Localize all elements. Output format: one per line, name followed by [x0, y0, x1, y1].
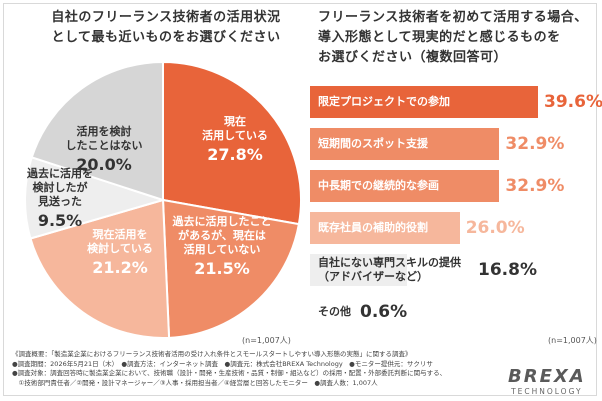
footnote-line: ●調査対象：調査回答時に製造業企業において、技術職（設計・開発・生産技術・品質・…: [12, 369, 447, 377]
pie-slice-name: 過去に活用したこと があるが、現在は 活用していない: [172, 215, 272, 256]
logo-brand: BREXA: [508, 366, 586, 387]
bar-category-label: 短期間のスポット支援: [318, 137, 428, 150]
pie-slice: [30, 60, 164, 202]
right-chart-title: フリーランス技術者を初めて活用する場合、 導入形態として現実的だと感じるものを …: [318, 10, 588, 65]
bar-category-label: 中長期での継続的な参画: [318, 179, 439, 192]
pie-slice-name: 現在活用を 検討している: [87, 228, 153, 255]
bar-value-label: 32.9%: [505, 134, 565, 154]
pie-slice-label: 現在 活用している 27.8%: [180, 115, 290, 165]
bar-value-label: 16.8%: [478, 260, 537, 280]
pie-slice-label: 活用を検討 したことはない 20.0%: [49, 125, 159, 175]
footnote-line: ●調査期間：2026年5月21日（木） ●調査方法：インターネット調査 ●調査元…: [12, 359, 433, 368]
bar: [310, 170, 500, 202]
left-chart-title: 自社のフリーランス技術者の活用状況 として最も近いものをお選びください: [51, 10, 281, 45]
bar-row: 短期間のスポット支援 32.9%: [310, 128, 600, 160]
pie-slice-label: 過去に活用したこと があるが、現在は 活用していない 21.5%: [167, 215, 277, 279]
image-frame: [3, 3, 597, 396]
bar-category-label: その他: [318, 305, 351, 318]
pie-slice-value: 21.2%: [92, 258, 148, 277]
footnote-line: 《調査概要：「製造業企業におけるフリーランス技術者活用の受け入れ条件とスモールス…: [12, 350, 412, 358]
right-sample-size: (n=1,007人): [548, 336, 597, 345]
bar-category-label: 既存社員の補助的役割: [318, 221, 428, 234]
bar: [310, 296, 316, 328]
bar-value-label: 39.6%: [544, 92, 602, 112]
pie-slice: [162, 60, 302, 226]
bar-row: 既存社員の補助的役割 26.0%: [310, 212, 600, 244]
bar-value-label: 32.9%: [505, 176, 565, 196]
pie-slice-label: 現在活用を 検討している 21.2%: [65, 228, 175, 278]
pie-slice-value: 27.8%: [207, 145, 263, 164]
bar: [310, 86, 538, 118]
bar: [310, 128, 500, 160]
pie-slice: [161, 198, 301, 339]
brexa-logo: BREXA TECHNOLOGY: [508, 366, 586, 396]
pie-slice: [29, 198, 171, 339]
pie-slice: [24, 156, 167, 240]
bar-value-label: 0.6%: [360, 302, 408, 322]
pie-slice-value: 9.5%: [37, 211, 83, 230]
pie-slice-name: 現在 活用している: [202, 115, 268, 142]
survey-footnotes: 《調査概要：「製造業企業におけるフリーランス技術者活用の受け入れ条件とスモールス…: [12, 350, 482, 388]
pie-slice-name: 過去に活用を 検討したが 見送った: [27, 167, 93, 208]
bar-category-label: 限定プロジェクトでの参加: [318, 95, 450, 108]
bar-row: 自社にない専門スキルの提供 （アドバイザーなど） 16.8%: [310, 254, 600, 286]
bar-row: 限定プロジェクトでの参加 39.6%: [310, 86, 602, 118]
left-sample-size: (n=1,007人): [242, 336, 291, 345]
bar: [310, 254, 407, 286]
pie-slice-label: 過去に活用を 検討したが 見送った 9.5%: [5, 167, 115, 231]
bar-row: 中長期での継続的な参画 32.9%: [310, 170, 600, 202]
bar-row: その他 0.6%: [310, 296, 600, 328]
bar-value-label: 26.0%: [465, 218, 525, 238]
bar-category-label: 自社にない専門スキルの提供 （アドバイザーなど）: [318, 256, 461, 283]
pie-slice-name: 活用を検討 したことはない: [65, 125, 143, 152]
pie-slice-value: 21.5%: [194, 259, 250, 278]
pie-slice-value: 20.0%: [76, 155, 132, 174]
logo-subtitle: TECHNOLOGY: [511, 387, 583, 396]
footnote-line: ①技術部門責任者／②開発・設計マネージャー／③人事・採用担当者／④経営層と回答し…: [12, 378, 378, 387]
bar: [310, 212, 460, 244]
